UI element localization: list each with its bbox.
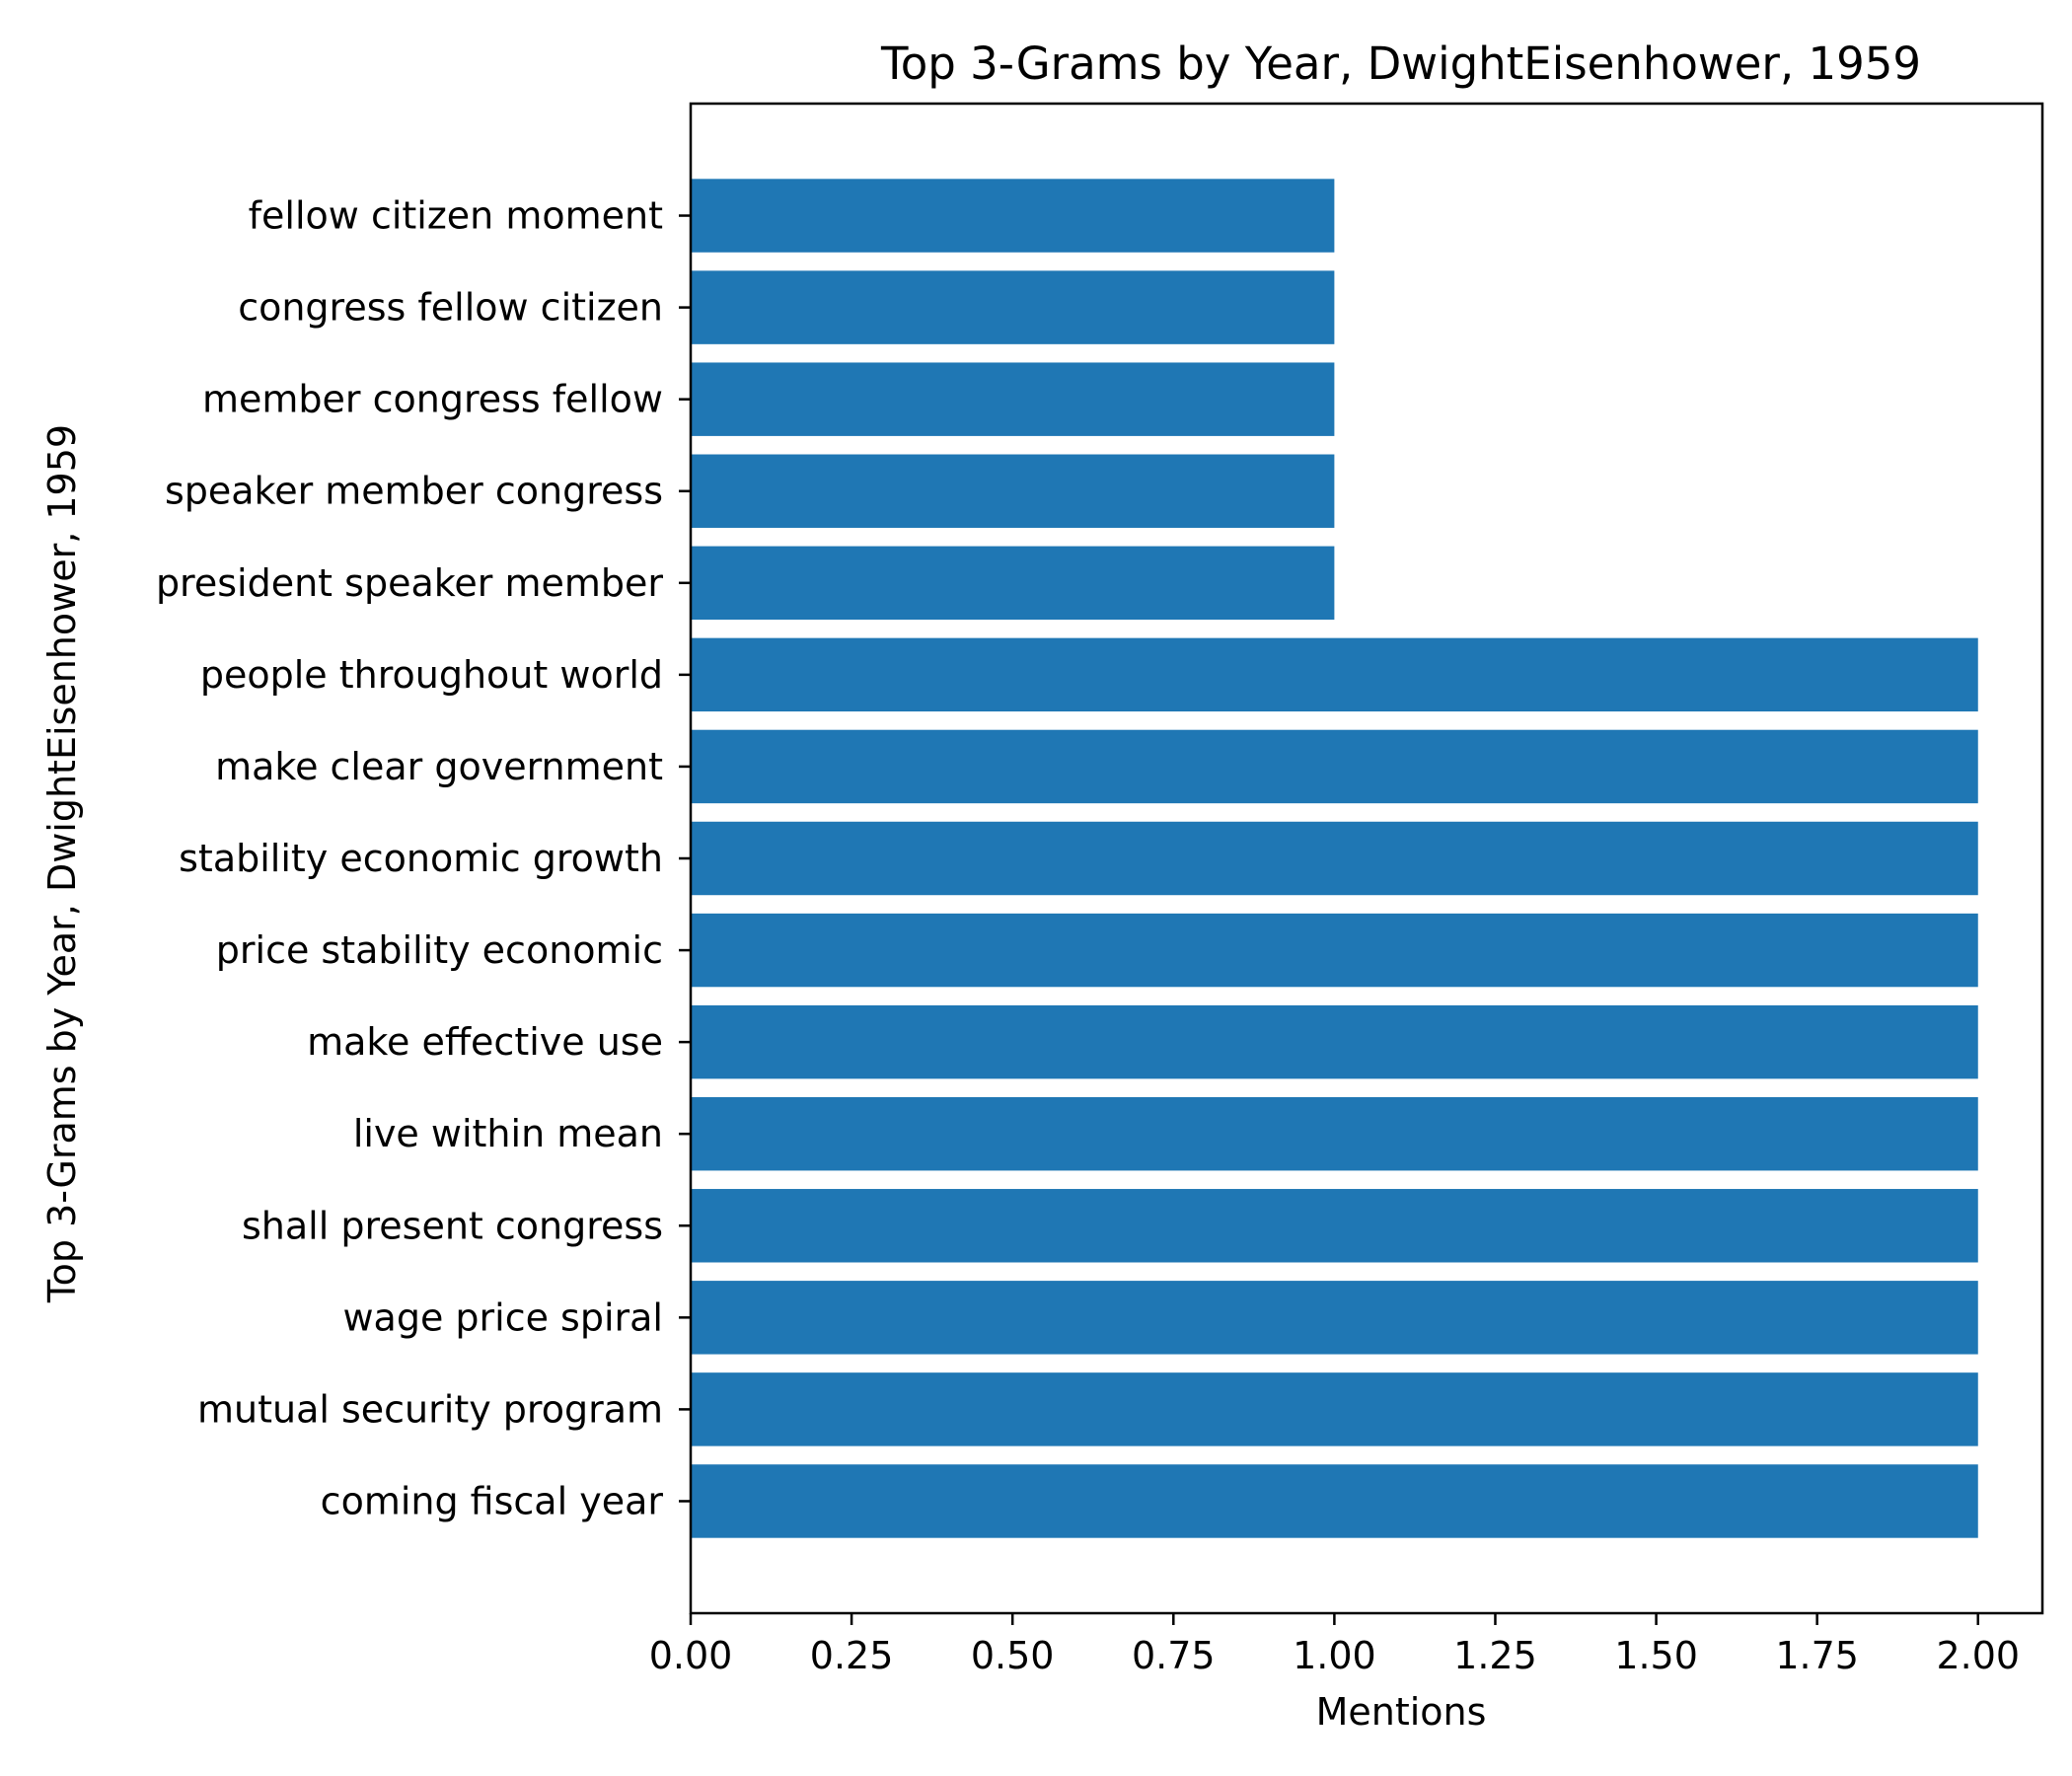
y-tick-label: make clear government: [215, 745, 663, 788]
bar-president-speaker-member: [691, 546, 1335, 621]
bar-fellow-citizen-moment: [691, 179, 1335, 253]
bar-people-throughout-world: [691, 637, 1978, 712]
bar-wage-price-spiral: [691, 1281, 1978, 1355]
bar-price-stability-economic: [691, 913, 1978, 988]
y-tick-label: price stability economic: [216, 928, 663, 972]
bars-group: [691, 179, 1978, 1538]
bar-make-clear-government: [691, 729, 1978, 804]
x-tick-label: 0.75: [1132, 1634, 1216, 1677]
y-axis-ticks: coming fiscal year mutual security progra…: [156, 194, 691, 1522]
x-axis-ticks: 0.00 0.25 0.50 0.75 1.00 1.25 1.50 1.75 2.00: [649, 1613, 2020, 1677]
y-tick-label: stability economic growth: [179, 837, 663, 880]
y-tick-label: speaker member congress: [165, 470, 663, 513]
bar-stability-economic-growth: [691, 821, 1978, 896]
y-tick-label: member congress fellow: [202, 378, 663, 421]
bar-mutual-security-program: [691, 1372, 1978, 1446]
x-tick-label: 0.00: [649, 1634, 733, 1677]
x-tick-label: 1.00: [1293, 1634, 1376, 1677]
x-axis-title: Mentions: [1316, 1690, 1487, 1734]
bar-shall-present-congress: [691, 1189, 1978, 1263]
y-tick-label: people throughout world: [200, 653, 663, 697]
bar-coming-fiscal-year: [691, 1464, 1978, 1538]
y-tick-label: fellow citizen moment: [249, 194, 663, 238]
y-tick-label: congress fellow citizen: [238, 286, 663, 330]
x-tick-label: 1.25: [1453, 1634, 1537, 1677]
y-axis-title: Top 3-Grams by Year, DwightEisenhower, 1…: [40, 424, 84, 1303]
y-tick-label: president speaker member: [156, 561, 663, 605]
y-tick-label: live within mean: [353, 1112, 663, 1155]
x-tick-label: 0.50: [971, 1634, 1055, 1677]
y-tick-label: coming fiscal year: [321, 1479, 664, 1522]
y-tick-label: wage price spiral: [342, 1295, 663, 1339]
x-tick-label: 0.25: [810, 1634, 894, 1677]
y-tick-label: make effective use: [307, 1020, 663, 1064]
plot-frame: [689, 102, 2044, 1615]
x-tick-label: 1.75: [1775, 1634, 1859, 1677]
chart-title: Top 3-Grams by Year, DwightEisenhower, 1…: [880, 37, 1921, 90]
y-tick-label: mutual security program: [197, 1387, 663, 1431]
x-tick-label: 2.00: [1936, 1634, 2020, 1677]
x-tick-label: 1.50: [1614, 1634, 1698, 1677]
bar-member-congress-fellow: [691, 362, 1335, 436]
bar-speaker-member-congress: [691, 454, 1335, 528]
bar-congress-fellow-citizen: [691, 270, 1335, 344]
bar-make-effective-use: [691, 1004, 1978, 1079]
y-tick-label: shall present congress: [242, 1204, 663, 1247]
bar-live-within-mean: [691, 1096, 1978, 1171]
